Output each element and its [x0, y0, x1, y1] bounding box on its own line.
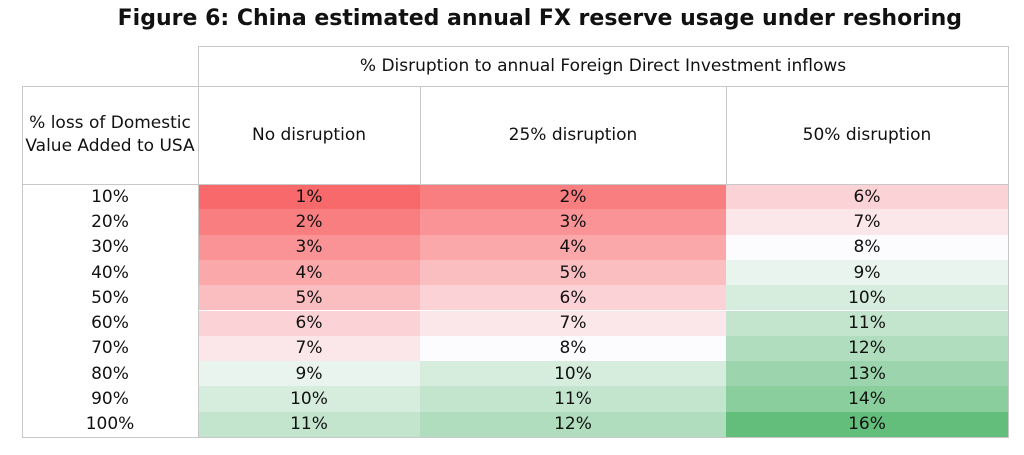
heatmap-cell: 6%	[198, 310, 420, 336]
heatmap-cell: 7%	[198, 335, 420, 362]
heatmap-cell: 5%	[198, 285, 420, 311]
heatmap-cell: 8%	[726, 234, 1008, 260]
grid-line	[22, 86, 1009, 87]
heatmap-cell: 11%	[198, 411, 420, 437]
column-header: No disruption	[251, 125, 366, 145]
heatmap-cell: 4%	[420, 234, 726, 260]
row-label: 30%	[91, 237, 129, 258]
row-label: 90%	[91, 389, 129, 410]
heatmap-cell: 8%	[420, 335, 726, 362]
grid-line	[22, 437, 1009, 438]
row-label: 100%	[85, 414, 135, 435]
column-header: 50% disruption	[802, 125, 932, 145]
grid-line	[726, 86, 727, 184]
row-label: 10%	[91, 186, 129, 207]
column-group-header: % Disruption to annual Foreign Direct In…	[359, 56, 847, 76]
heatmap-cell: 7%	[726, 209, 1008, 235]
row-label: 40%	[91, 262, 129, 283]
heatmap-cell: 3%	[420, 209, 726, 235]
chart-title: Figure 6: China estimated annual FX rese…	[117, 6, 962, 31]
row-label: 80%	[91, 363, 129, 384]
row-label: 50%	[91, 287, 129, 308]
heatmap-cell: 10%	[198, 386, 420, 412]
heatmap-cell: 2%	[198, 209, 420, 235]
heatmap-cell: 12%	[420, 411, 726, 437]
heatmap-cell: 5%	[420, 259, 726, 286]
grid-line	[198, 46, 1009, 47]
heatmap-cell: 14%	[726, 386, 1008, 412]
row-label: 20%	[91, 211, 129, 232]
grid-line	[22, 184, 1009, 185]
heatmap-cell: 12%	[726, 335, 1008, 362]
column-header: 25% disruption	[508, 125, 638, 145]
heatmap-cell: 16%	[726, 411, 1008, 437]
heatmap-cell: 2%	[420, 184, 726, 210]
heatmap-cell: 6%	[726, 184, 1008, 210]
heatmap-cell: 6%	[420, 285, 726, 311]
grid-line	[1008, 46, 1009, 437]
heatmap-cell: 9%	[198, 361, 420, 387]
heatmap-cell: 10%	[420, 361, 726, 387]
heatmap-cell: 11%	[726, 310, 1008, 336]
heatmap-cell: 7%	[420, 310, 726, 336]
corner-cell	[22, 46, 198, 86]
row-label: 60%	[91, 313, 129, 334]
heatmap-cell: 1%	[198, 184, 420, 210]
grid-line	[22, 86, 23, 437]
heatmap-cell: 10%	[726, 285, 1008, 311]
heatmap-table: % Disruption to annual Foreign Direct In…	[22, 46, 1009, 438]
heatmap-cell: 13%	[726, 361, 1008, 387]
heatmap-cell: 4%	[198, 259, 420, 286]
heatmap-cell: 9%	[726, 259, 1008, 286]
grid-line	[198, 46, 199, 437]
grid-line	[420, 86, 421, 184]
row-header: % loss of Domestic Value Added to USA	[25, 113, 195, 156]
heatmap-cell: 11%	[420, 386, 726, 412]
row-label: 70%	[91, 338, 129, 359]
heatmap-cell: 3%	[198, 234, 420, 260]
